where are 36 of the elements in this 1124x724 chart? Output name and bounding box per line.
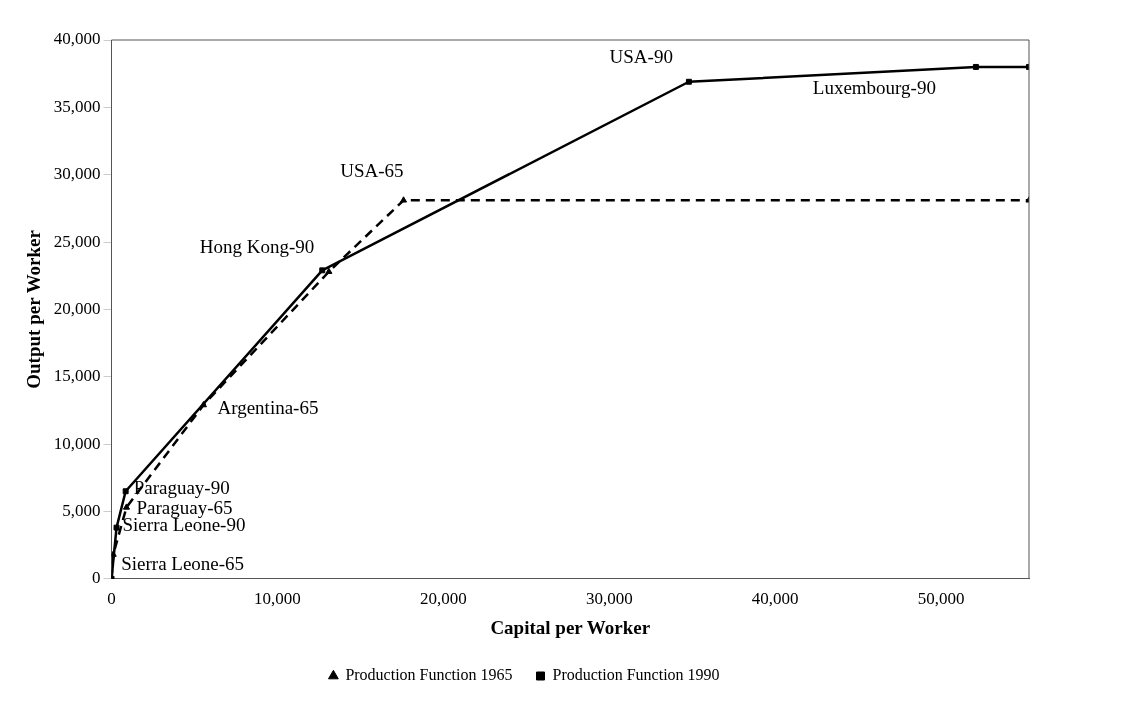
y-tick-label: 0	[92, 568, 101, 588]
x-tick-label: 30,000	[585, 589, 633, 609]
legend-label: Production Function 1990	[552, 666, 720, 684]
y-tick-label: 25,000	[53, 231, 101, 251]
x-tick-label: 20,000	[419, 589, 467, 609]
y-tick-label: 40,000	[53, 29, 101, 49]
x-tick-label: 10,000	[254, 589, 301, 609]
point	[122, 488, 129, 495]
annotation: Hong Kong-90	[199, 236, 315, 258]
y-tick-label: 15,000	[53, 366, 101, 386]
annotation: Sierra Leone-65	[121, 552, 245, 574]
x-tick-label: 50,000	[917, 589, 965, 609]
annotation: Luxembourg-90	[812, 76, 936, 98]
point	[400, 196, 408, 203]
y-axis-title: Output per Worker	[23, 229, 45, 389]
annotation: Paraguay-90	[133, 477, 230, 499]
point	[325, 267, 333, 274]
y-tick-label: 20,000	[53, 298, 101, 318]
x-tick-label: 0	[107, 589, 116, 609]
point	[113, 524, 120, 531]
annotation: Argentina-65	[217, 397, 319, 419]
point	[319, 267, 326, 274]
x-tick-label: 40,000	[751, 589, 799, 609]
point	[111, 550, 117, 557]
legend-label: Production Function 1965	[345, 666, 513, 684]
point	[685, 78, 692, 85]
y-tick-label: 35,000	[53, 96, 101, 116]
point	[122, 503, 131, 510]
y-tick-label: 5,000	[62, 500, 101, 520]
y-tick-label: 10,000	[53, 433, 101, 453]
point	[972, 63, 979, 70]
y-tick-label: 30,000	[53, 164, 101, 184]
x-axis-title: Capital per Worker	[490, 616, 651, 638]
annotation: USA-65	[340, 160, 404, 182]
annotation: USA-90	[609, 45, 673, 67]
point	[199, 401, 207, 408]
